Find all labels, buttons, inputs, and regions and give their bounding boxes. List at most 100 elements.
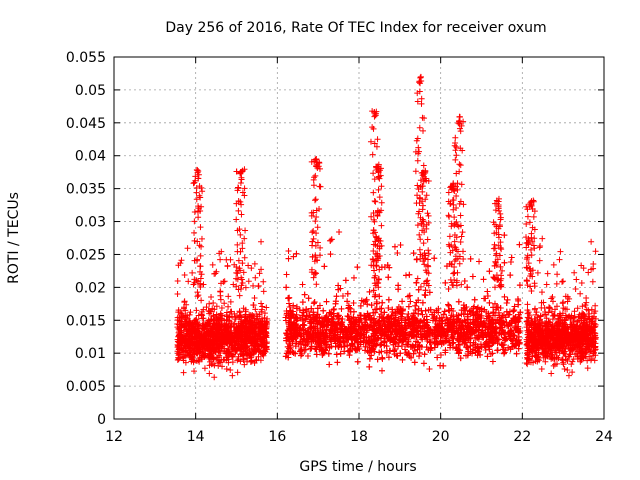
data-point <box>207 345 214 352</box>
data-point <box>223 357 230 364</box>
data-point <box>510 308 517 315</box>
data-point <box>391 243 398 250</box>
data-point <box>327 237 334 244</box>
data-point <box>511 307 518 314</box>
data-point <box>181 271 188 278</box>
data-point <box>193 358 200 365</box>
data-point <box>178 257 185 264</box>
data-point <box>421 351 428 358</box>
data-point <box>242 284 249 291</box>
data-point <box>354 264 361 271</box>
data-point <box>338 305 345 312</box>
data-point <box>262 348 269 355</box>
data-point <box>208 325 215 332</box>
data-point <box>217 256 224 263</box>
data-point <box>210 312 217 319</box>
data-point <box>206 300 213 307</box>
data-point <box>260 278 267 285</box>
data-point <box>250 313 257 320</box>
data-point <box>210 300 217 306</box>
data-point <box>410 250 417 257</box>
data-point <box>578 280 585 287</box>
data-point <box>174 314 181 321</box>
data-point <box>426 366 433 373</box>
data-point <box>258 238 265 245</box>
data-point <box>240 305 247 312</box>
data-point <box>213 303 220 310</box>
data-point <box>213 320 220 327</box>
data-point <box>189 269 196 276</box>
data-point <box>486 268 493 275</box>
data-point <box>183 340 190 347</box>
data-point <box>489 358 496 365</box>
data-point <box>323 298 330 305</box>
data-point <box>412 302 419 309</box>
data-point <box>399 356 406 363</box>
data-point <box>214 354 221 361</box>
data-point <box>260 325 267 332</box>
data-point <box>263 334 270 341</box>
data-point <box>206 370 213 377</box>
data-point <box>181 316 188 323</box>
data-point <box>250 302 257 309</box>
data-point <box>262 331 269 338</box>
data-point <box>195 312 202 319</box>
data-point <box>263 304 270 311</box>
data-point <box>179 313 186 320</box>
data-point <box>440 362 447 369</box>
data-point <box>195 292 202 299</box>
data-point <box>283 330 290 337</box>
data-point <box>420 360 427 367</box>
data-point <box>236 292 243 299</box>
data-point <box>242 311 249 318</box>
data-point <box>210 317 217 324</box>
data-point <box>250 282 257 289</box>
data-point <box>327 251 334 258</box>
data-point <box>402 272 409 279</box>
data-point <box>223 354 230 361</box>
data-point <box>350 274 357 281</box>
data-point <box>259 303 266 310</box>
data-point <box>188 354 195 361</box>
data-point <box>516 241 523 248</box>
data-point <box>401 346 408 353</box>
data-point <box>301 291 308 298</box>
data-point <box>261 314 268 321</box>
data-point <box>237 318 244 325</box>
data-point <box>237 332 244 339</box>
data-point <box>394 249 401 256</box>
data-point <box>181 298 188 305</box>
data-point <box>283 271 290 278</box>
data-point <box>486 299 493 306</box>
data-point <box>422 292 429 299</box>
data-point <box>411 359 418 366</box>
data-point <box>321 263 328 270</box>
data-point <box>252 274 259 281</box>
data-point <box>248 358 255 365</box>
data-point <box>175 262 182 269</box>
data-point <box>311 299 318 306</box>
data-point <box>467 255 474 262</box>
data-point <box>209 261 216 268</box>
data-point <box>501 259 508 266</box>
data-point <box>223 316 230 323</box>
data-point <box>200 306 207 313</box>
data-point <box>513 350 520 357</box>
data-point <box>500 350 507 357</box>
data-point <box>227 298 234 305</box>
data-point <box>285 247 292 254</box>
data-point <box>313 351 320 358</box>
data-point <box>232 348 239 355</box>
data-point <box>238 320 245 327</box>
chart-title: Day 256 of 2016, Rate Of TEC Index for r… <box>165 20 546 36</box>
data-point <box>227 308 234 315</box>
data-point <box>177 309 184 316</box>
data-point <box>209 305 216 312</box>
data-point <box>368 302 375 309</box>
data-point <box>228 344 235 351</box>
data-point <box>469 273 476 280</box>
data-point <box>263 318 270 325</box>
data-point <box>325 350 332 357</box>
data-point <box>232 316 239 323</box>
data-point <box>180 305 187 312</box>
